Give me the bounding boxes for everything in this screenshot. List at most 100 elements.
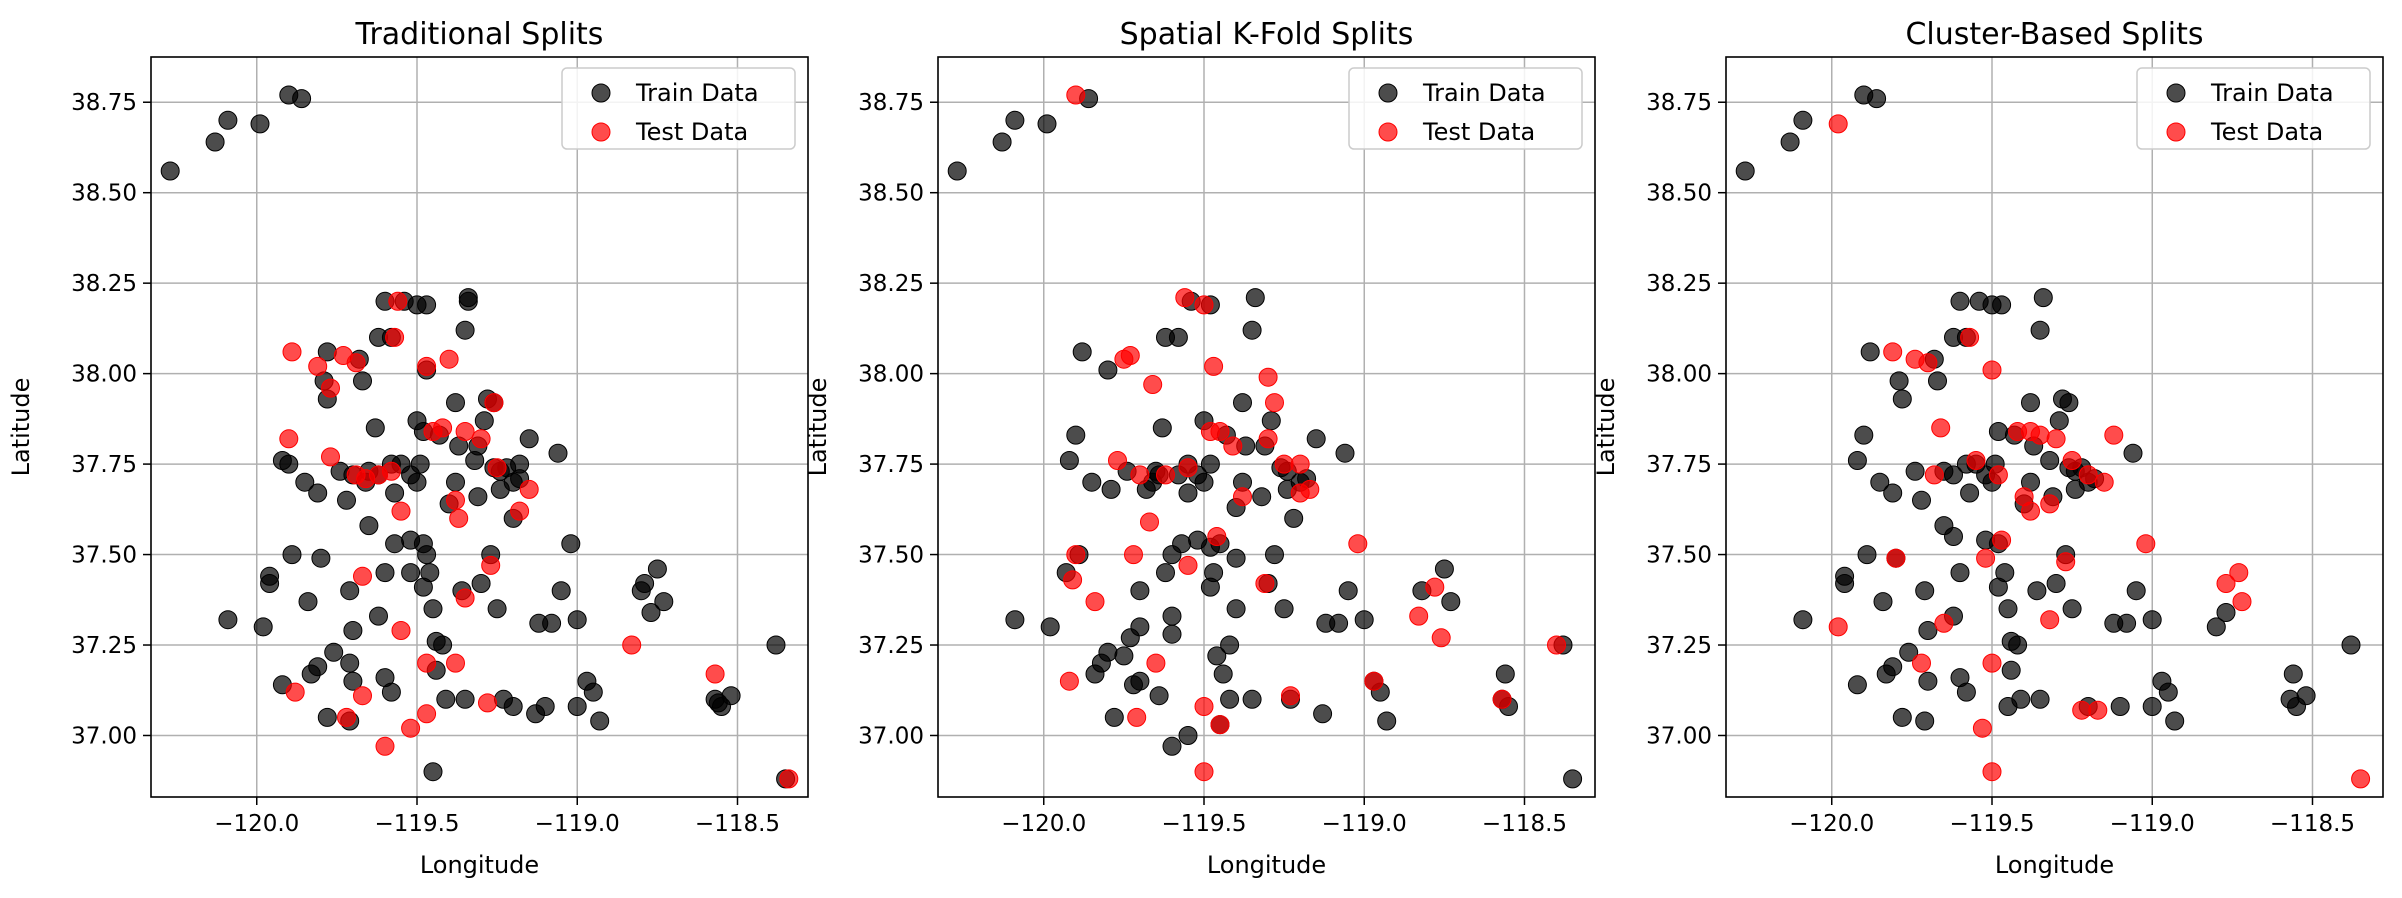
train-point bbox=[721, 686, 741, 706]
x-tick-label: −119.5 bbox=[1161, 811, 1246, 837]
y-tick-label: 37.25 bbox=[858, 633, 924, 659]
train-point bbox=[1998, 599, 2018, 619]
train-point bbox=[1313, 704, 1333, 724]
subplot-title: Cluster-Based Splits bbox=[1905, 17, 2203, 52]
test-point bbox=[1300, 479, 1320, 499]
train-point bbox=[1441, 592, 1461, 612]
train-point bbox=[308, 483, 328, 503]
test-point bbox=[282, 342, 302, 362]
test-point bbox=[1265, 393, 1284, 413]
train-point bbox=[375, 563, 395, 583]
train-point bbox=[250, 114, 270, 134]
train-point bbox=[260, 574, 280, 593]
x-tick-label: −120.0 bbox=[1789, 811, 1874, 837]
train-point bbox=[1284, 508, 1304, 528]
train-point bbox=[1329, 613, 1349, 633]
train-point bbox=[1950, 563, 1970, 583]
test-point bbox=[353, 686, 372, 706]
test-point bbox=[1194, 295, 1214, 315]
test-point bbox=[1912, 653, 1931, 673]
train-point bbox=[551, 581, 571, 601]
train-point bbox=[1059, 451, 1079, 470]
train-point bbox=[343, 621, 363, 640]
train-point bbox=[468, 487, 488, 507]
train-point bbox=[1857, 545, 1877, 565]
train-point bbox=[635, 574, 655, 593]
train-point bbox=[2296, 686, 2316, 706]
legend-marker-test bbox=[2166, 122, 2186, 142]
y-tick-label: 38.00 bbox=[858, 362, 924, 388]
train-point bbox=[2033, 288, 2053, 308]
train-point bbox=[1912, 490, 1931, 510]
y-tick-label: 37.25 bbox=[1646, 633, 1712, 659]
test-point bbox=[2062, 451, 2082, 470]
train-point bbox=[1098, 642, 1118, 662]
test-point bbox=[1290, 454, 1310, 474]
y-tick-label: 38.25 bbox=[1646, 271, 1712, 297]
legend-label-test: Test Data bbox=[1422, 118, 1535, 146]
test-point bbox=[1425, 577, 1445, 597]
test-point bbox=[1828, 114, 1848, 134]
train-point bbox=[2142, 697, 2162, 716]
train-point bbox=[369, 606, 388, 626]
test-point bbox=[1431, 628, 1451, 648]
test-point bbox=[1156, 465, 1175, 485]
test-point bbox=[1255, 574, 1275, 593]
train-point bbox=[2123, 443, 2143, 463]
train-point bbox=[218, 610, 238, 630]
test-point bbox=[1120, 346, 1140, 365]
train-point bbox=[1969, 291, 1989, 311]
test-point bbox=[1960, 327, 1980, 347]
train-point bbox=[1242, 689, 1262, 709]
test-point bbox=[1281, 686, 1300, 706]
train-point bbox=[567, 610, 587, 630]
train-point bbox=[1226, 599, 1246, 619]
test-point bbox=[2072, 700, 2092, 720]
train-point bbox=[2206, 617, 2226, 637]
test-point bbox=[2040, 610, 2060, 630]
test-point bbox=[1982, 762, 2002, 782]
train-point bbox=[2062, 599, 2082, 619]
train-point bbox=[1960, 483, 1980, 503]
train-point bbox=[1905, 461, 1925, 481]
test-point bbox=[401, 718, 421, 738]
test-point bbox=[1108, 451, 1127, 470]
train-point bbox=[1152, 418, 1172, 438]
test-point bbox=[417, 704, 437, 724]
test-point bbox=[1207, 527, 1227, 546]
y-axis-label: Latitude bbox=[804, 378, 832, 477]
test-point bbox=[1976, 548, 1996, 568]
test-point bbox=[1972, 718, 1992, 738]
y-tick-label: 37.50 bbox=[1646, 543, 1712, 569]
train-point bbox=[1265, 545, 1284, 565]
train-point bbox=[1200, 577, 1220, 597]
x-tick-label: −118.5 bbox=[1482, 811, 1567, 837]
train-point bbox=[1867, 89, 1887, 109]
test-point bbox=[2056, 552, 2076, 572]
train-point bbox=[1992, 295, 2012, 315]
test-point bbox=[1143, 375, 1163, 394]
legend: Train Data Test Data bbox=[561, 67, 796, 150]
test-point bbox=[385, 327, 405, 347]
x-axis-label: Longitude bbox=[420, 851, 539, 879]
test-point bbox=[2046, 429, 2066, 449]
y-tick-label: 37.00 bbox=[1646, 723, 1712, 749]
y-tick-label: 37.00 bbox=[71, 723, 137, 749]
train-point bbox=[381, 682, 401, 702]
y-tick-label: 37.50 bbox=[858, 543, 924, 569]
train-point bbox=[407, 411, 427, 431]
legend-marker-test bbox=[1378, 122, 1398, 142]
test-point bbox=[481, 555, 501, 575]
train-point bbox=[1162, 736, 1182, 756]
train-point bbox=[401, 530, 421, 550]
train-point bbox=[2126, 581, 2146, 601]
train-point bbox=[583, 682, 603, 702]
test-point bbox=[1178, 555, 1198, 575]
test-point bbox=[1982, 360, 2002, 380]
test-point bbox=[1124, 545, 1143, 565]
train-point bbox=[458, 288, 478, 308]
train-point bbox=[1226, 548, 1246, 568]
y-tick-label: 38.75 bbox=[71, 90, 137, 116]
train-point bbox=[1233, 393, 1252, 413]
